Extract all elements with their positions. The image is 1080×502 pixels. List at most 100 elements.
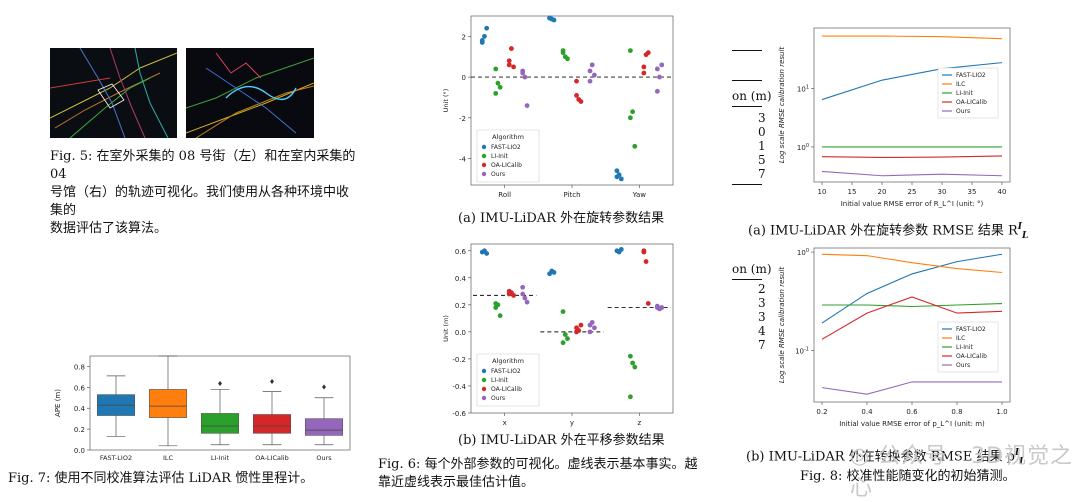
- data-point: [524, 103, 530, 108]
- data-point: [632, 143, 638, 149]
- fig8b-caption-text: (b) IMU-LiDAR 外在转换参数 RMSE 结果 p: [746, 449, 1015, 465]
- legend-label: FAST-LIO2: [956, 72, 986, 79]
- data-point: [493, 66, 499, 72]
- y-tick-label: -0.6: [452, 410, 466, 418]
- data-point: [587, 68, 593, 74]
- x-tick-label: Roll: [498, 191, 511, 199]
- y-tick-label: 0.0: [455, 329, 466, 337]
- y-tick-label: 0.6: [74, 384, 86, 392]
- legend-label: LI-Init: [491, 153, 509, 160]
- legend-marker: [481, 395, 487, 401]
- data-point: [578, 99, 584, 104]
- table-cell: on (m): [732, 262, 772, 276]
- fig5-image-indoor: [186, 48, 314, 138]
- series-line: [821, 381, 1002, 395]
- data-point: [618, 247, 624, 252]
- partial-table-bottom: on (m) 2 3 3 4 7: [732, 255, 772, 355]
- data-point: [522, 74, 528, 80]
- legend-marker: [481, 377, 487, 383]
- legend-title: Algorithm: [492, 357, 524, 365]
- data-point: [632, 364, 638, 370]
- series-line: [821, 155, 1003, 158]
- y-tick-label: 100: [797, 143, 809, 152]
- data-point: [562, 332, 568, 337]
- y-tick-label: 0: [462, 74, 466, 82]
- series-line: [822, 35, 1003, 40]
- series-line: [821, 253, 1003, 324]
- data-point: [659, 305, 665, 310]
- data-point: [641, 64, 647, 70]
- y-tick-label: 2: [462, 33, 466, 41]
- data-point: [574, 329, 579, 335]
- x-tick-label: 40: [998, 188, 1007, 196]
- x-tick-label: 15: [848, 188, 857, 196]
- data-point: [628, 394, 633, 400]
- fig7-caption: Fig. 7: 使用不同校准算法评估 LiDAR 惯性里程计。: [8, 471, 314, 486]
- fig5-image-outdoor: [50, 48, 177, 138]
- data-point: [506, 58, 512, 64]
- x-tick-label: ILC: [163, 454, 174, 462]
- legend-label: FAST-LIO2: [491, 144, 521, 151]
- watermark-text: 公众号 · 3D视觉之心: [850, 444, 1074, 501]
- outdoor-trajectory-render: [50, 48, 177, 138]
- x-tick-label: 0.6: [906, 408, 918, 416]
- data-point: [657, 74, 662, 80]
- series-line: [821, 170, 1003, 177]
- fig6-caption-line: 靠近虚线表示最佳估计值。: [378, 475, 535, 490]
- data-point: [641, 248, 647, 254]
- plot-frame: [89, 355, 351, 451]
- y-tick-label: -0.4: [452, 383, 466, 391]
- fig8-caption: Fig. 8: 校准性能随变化的初始猜测。: [800, 469, 1016, 484]
- data-point: [589, 62, 595, 68]
- data-point: [628, 353, 633, 359]
- data-point: [643, 259, 649, 264]
- data-point: [630, 360, 635, 366]
- table-cell: 2: [758, 282, 766, 296]
- indoor-trajectory-render: [186, 52, 314, 138]
- table-cell: 3: [758, 111, 766, 125]
- fig5-caption-line: 号馆（右）的轨迹可视化。我们使用从各种环境中收集的: [50, 185, 350, 218]
- x-tick-label: 20: [878, 188, 887, 196]
- x-axis-label: Initial value RMSE error of p_L^I (unit:…: [839, 420, 985, 428]
- x-tick-label: 30: [938, 188, 947, 196]
- fig8b-caption: (b) IMU-LiDAR 外在转换参数 RMSE 结果 pIL: [746, 444, 1025, 471]
- x-tick-label: 1.0: [996, 408, 1007, 416]
- legend-title: Algorithm: [492, 133, 524, 141]
- data-point: [560, 340, 566, 346]
- y-tick-label: 101: [797, 85, 809, 94]
- y-tick-label: 0.2: [455, 302, 466, 310]
- y-tick-label: 0.4: [455, 275, 467, 283]
- legend-label: Ours: [956, 108, 970, 115]
- y-tick-label: -4: [459, 156, 467, 164]
- watermark: ◎ 公众号 · 3D视觉之心: [850, 438, 1080, 502]
- y-axis-label: APE (m): [54, 389, 62, 417]
- legend-label: Ours: [491, 395, 505, 402]
- data-point: [511, 292, 516, 298]
- legend-label: Ours: [491, 171, 505, 178]
- y-tick-exponent: -1: [804, 347, 809, 353]
- data-point: [628, 48, 633, 54]
- legend-box: [476, 353, 540, 407]
- data-point: [578, 322, 584, 328]
- fig8b-caption-sub: L: [1019, 456, 1026, 467]
- data-point: [645, 301, 651, 306]
- box-outlier: ♦: [269, 378, 275, 386]
- x-tick-label: Pitch: [563, 191, 580, 199]
- table-cell: 4: [758, 324, 766, 338]
- fig8a-caption-text: (a) IMU-LiDAR 外在旋转参数 RMSE 结果 R: [748, 223, 1018, 239]
- table-cell: 3: [758, 310, 766, 324]
- legend-marker: [481, 386, 487, 392]
- box-body: [148, 389, 188, 418]
- y-tick-label: 10-1: [795, 347, 809, 356]
- data-point: [560, 50, 566, 56]
- legend-label: LI-Init: [956, 90, 974, 97]
- legend-box: [476, 129, 540, 183]
- y-tick-label: -0.2: [452, 356, 466, 364]
- x-tick-label: 25: [908, 188, 917, 196]
- data-point: [592, 72, 597, 78]
- table-cell: 0: [758, 125, 766, 139]
- legend-label: LI-Init: [956, 344, 974, 351]
- y-tick-label: -2: [459, 115, 466, 123]
- data-point: [551, 17, 557, 23]
- data-point: [574, 93, 579, 98]
